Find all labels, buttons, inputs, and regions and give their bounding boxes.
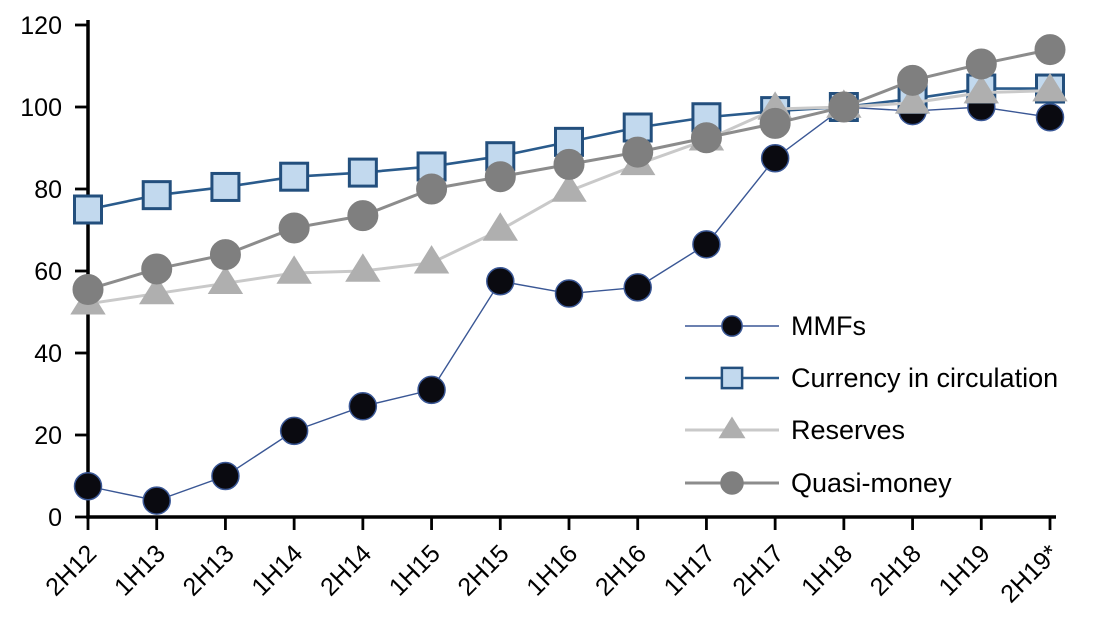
marker-mmfs-2h12 [73,472,103,501]
marker-mmfs-2h15 [486,267,515,296]
marker-reserves-1h13 [139,275,175,305]
marker-currency-in-circulation-1h14 [279,161,310,192]
legend-marker-reserves [718,416,746,439]
marker-mmfs-1h17 [692,230,721,259]
marker-quasi-money-1h16 [553,148,585,180]
y-tick-label-100: 100 [20,94,62,122]
marker-quasi-money-1h18 [828,91,860,123]
marker-mmfs-1h15 [417,375,446,405]
x-tick-label-1h16: 1H16 [521,539,583,601]
marker-reserves-1h19 [963,74,999,104]
marker-quasi-money-2h19 [1034,34,1066,66]
marker-quasi-money-2h17 [759,107,791,139]
y-tick-label-80: 80 [34,176,62,204]
legend-marker-mmfs [721,315,743,337]
marker-reserves-1h14 [276,255,312,284]
marker-quasi-money-2h18 [897,64,929,96]
marker-quasi-money-2h14 [347,200,379,232]
marker-quasi-money-2h13 [209,239,241,271]
x-tick-label-2h12: 2H12 [40,539,102,601]
x-tick-label-2h14: 2H14 [315,539,377,601]
marker-quasi-money-2h12 [72,273,104,305]
marker-mmfs-2h16 [623,273,652,302]
marker-mmfs-2h19 [1035,103,1065,132]
marker-mmfs-2h17 [760,144,790,173]
x-tick-label-1h19: 1H19 [933,539,995,601]
x-tick-label-2h15: 2H15 [452,539,514,601]
legend-marker-currency-in-circulation [720,366,744,390]
marker-reserves-2h19 [1032,72,1068,102]
x-tick-label-1h13: 1H13 [109,539,171,601]
y-tick-label-60: 60 [34,258,62,286]
legend-label-quasi-money: Quasi-money [791,468,952,498]
marker-reserves-1h16 [551,173,587,202]
x-tick-label-2h13: 2H13 [178,539,240,601]
legend-label-mmfs: MMFs [791,311,866,341]
marker-quasi-money-2h16 [622,136,654,168]
y-tick-label-0: 0 [48,504,62,532]
x-tick-label-1h18: 1H18 [796,539,858,601]
marker-reserves-1h15 [413,245,450,274]
marker-reserves-2h15 [482,212,518,241]
marker-reserves-2h14 [345,253,381,282]
marker-reserves-2h18 [894,85,931,114]
marker-quasi-money-1h19 [965,48,997,80]
x-tick-label-1h15: 1H15 [384,539,446,601]
marker-quasi-money-1h14 [278,212,310,244]
marker-quasi-money-1h15 [416,173,448,205]
marker-currency-in-circulation-2h13 [210,171,241,202]
marker-mmfs-2h14 [348,392,378,421]
marker-mmfs-2h13 [211,461,240,491]
x-tick-label-1h14: 1H14 [246,539,308,601]
marker-quasi-money-1h13 [141,253,173,285]
marker-mmfs-1h16 [554,279,584,308]
x-tick-label-1h17: 1H17 [659,539,721,601]
legend-label-currency-in-circulation: Currency in circulation [791,363,1058,393]
marker-quasi-money-2h15 [484,161,516,193]
x-tick-label-2h16: 2H16 [590,539,652,601]
marker-currency-in-circulation-2h12 [73,194,103,225]
marker-currency-in-circulation-1h13 [141,180,172,211]
y-tick-label-120: 120 [20,12,62,40]
x-tick-label-2h17: 2H17 [727,539,789,601]
marker-mmfs-1h14 [279,416,309,446]
marker-currency-in-circulation-2h14 [347,157,378,188]
marker-mmfs-1h13 [142,486,171,515]
marker-quasi-money-1h17 [690,122,722,154]
legend-marker-quasi-money [720,471,744,495]
marker-reserves-2h13 [207,265,244,295]
legend-label-reserves: Reserves [791,415,905,445]
x-tick-label-2h18: 2H18 [865,539,927,601]
x-tick-label-2h19: 2H19* [995,539,1064,608]
y-tick-label-40: 40 [34,340,62,368]
y-tick-label-20: 20 [34,422,62,450]
